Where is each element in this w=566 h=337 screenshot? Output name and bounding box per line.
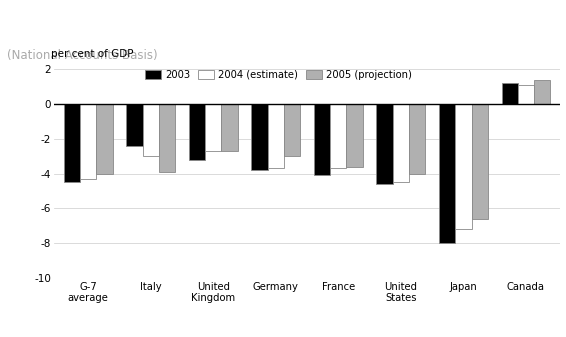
Text: (National Accounts Basis): (National Accounts Basis)	[7, 49, 157, 62]
Bar	[409, 104, 425, 174]
Bar	[189, 104, 205, 160]
Bar	[518, 85, 534, 104]
Bar	[143, 104, 159, 156]
Legend: 2003, 2004 (estimate), 2005 (projection): 2003, 2004 (estimate), 2005 (projection)	[145, 70, 411, 80]
Text: per cent of GDP: per cent of GDP	[51, 49, 134, 59]
Bar	[251, 104, 268, 170]
Bar	[268, 104, 284, 168]
Text: Total Government Financial Balances: Total Government Financial Balances	[7, 17, 312, 32]
Bar	[64, 104, 80, 182]
Bar	[126, 104, 143, 146]
Bar	[534, 80, 550, 104]
Bar	[471, 104, 488, 219]
Bar	[221, 104, 238, 151]
Bar	[159, 104, 175, 172]
Bar	[284, 104, 300, 156]
Bar	[205, 104, 221, 151]
Bar	[330, 104, 346, 168]
Bar	[376, 104, 393, 184]
Bar	[393, 104, 409, 182]
Bar	[346, 104, 363, 166]
Bar	[314, 104, 330, 175]
Bar	[501, 83, 518, 104]
Bar	[80, 104, 96, 179]
Bar	[455, 104, 471, 229]
Bar	[439, 104, 455, 243]
Bar	[96, 104, 113, 174]
